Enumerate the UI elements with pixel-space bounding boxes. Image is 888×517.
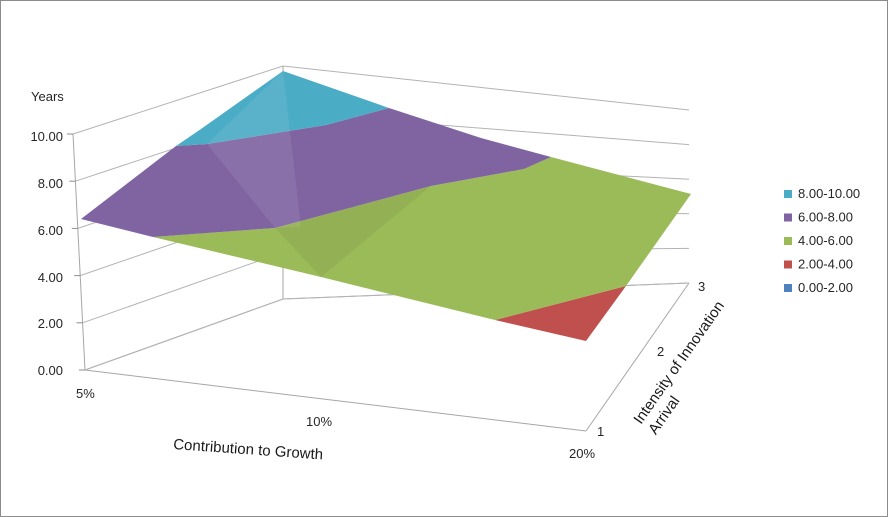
surface-band-2-4 [495, 286, 626, 341]
legend-swatch [784, 213, 792, 222]
legend-label: 0.00-2.00 [798, 280, 853, 295]
y-axis-ticks: 1 2 3 [597, 279, 705, 439]
x-axis-ticks: 5% 10% 20% [76, 386, 595, 461]
legend-label: 6.00-8.00 [798, 210, 853, 225]
z-tick-label: 2.00 [38, 316, 63, 331]
gridline [84, 298, 284, 371]
legend-label: 4.00-6.00 [798, 233, 853, 248]
legend-label: 2.00-4.00 [798, 257, 853, 272]
surface-facet-shade [207, 71, 301, 228]
y-tick-label: 1 [597, 424, 604, 439]
y-tick-label: 2 [657, 344, 664, 359]
legend-swatch [784, 190, 792, 198]
z-tick-label: 6.00 [38, 223, 63, 238]
z-axis-title: Years [31, 89, 64, 104]
y-axis-title: Intensity of Innovation Arrival [630, 298, 728, 438]
wall-edge [72, 133, 86, 371]
gridline [82, 251, 284, 324]
surface-facet-shade [275, 186, 431, 277]
legend-label: 8.00-10.00 [798, 186, 860, 201]
gridline [72, 65, 284, 135]
z-tick-label: 0.00 [38, 363, 63, 378]
legend-swatch [784, 237, 792, 245]
z-axis-ticks: 10.00 8.00 6.00 4.00 2.00 0.00 [30, 129, 63, 378]
floor-edge [585, 282, 690, 432]
floor-edge [84, 369, 587, 432]
x-axis-title: Contribution to Growth [173, 436, 324, 463]
z-tick-label: 8.00 [38, 176, 63, 191]
legend: 8.00-10.00 6.00-8.00 4.00-6.00 2.00-4.00 0.0… [784, 186, 860, 295]
x-tick-label: 20% [569, 446, 595, 461]
legend-swatch [784, 260, 792, 269]
gridline [282, 65, 690, 111]
x-tick-label: 10% [306, 414, 332, 429]
y-tick-label: 3 [698, 279, 705, 294]
surface-plot [81, 71, 691, 341]
surface-band-4-6 [153, 157, 691, 320]
surface-band-8-10 [176, 71, 389, 146]
z-tick-label: 10.00 [30, 129, 63, 144]
legend-swatch [784, 284, 792, 292]
surface-band-6-8 [81, 108, 551, 237]
z-tick-label: 4.00 [38, 270, 63, 285]
x-tick-label: 5% [76, 386, 95, 401]
